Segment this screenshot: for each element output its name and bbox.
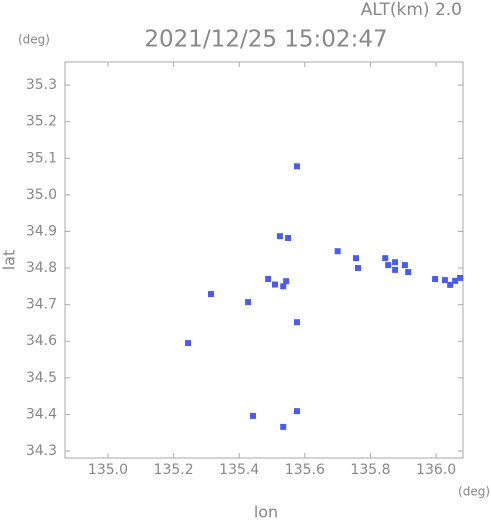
y-tick-label: 34.3	[26, 443, 57, 459]
echo-point	[245, 299, 252, 306]
echo-point	[447, 281, 454, 288]
y-tick-label: 35.0	[26, 187, 57, 203]
y-tick-label: 34.6	[26, 333, 57, 349]
echo-point	[441, 277, 448, 284]
y-unit: (deg)	[18, 33, 50, 47]
x-tick-label: 136.0	[416, 462, 456, 478]
echo-point	[452, 277, 459, 284]
chart-title: 2021/12/25 15:02:47	[144, 27, 387, 53]
x-tick-label: 135.4	[219, 462, 259, 478]
echo-point	[250, 412, 257, 419]
y-tick-label: 34.9	[26, 223, 57, 239]
echo-point	[392, 259, 399, 266]
y-tick-label: 35.3	[26, 77, 57, 93]
echo-point	[185, 340, 192, 347]
y-tick-label: 34.5	[26, 370, 57, 386]
echo-point	[276, 233, 283, 240]
x-tick-label: 135.2	[154, 462, 194, 478]
plot-frame	[64, 61, 464, 459]
echo-point	[283, 278, 290, 285]
echo-point	[265, 276, 272, 283]
echo-point	[401, 262, 408, 269]
echo-point	[208, 291, 215, 298]
echo-point	[353, 255, 360, 262]
y-tick-label: 34.4	[26, 406, 57, 422]
echo-point	[285, 235, 292, 242]
altitude-label: ALT(km) 2.0	[361, 0, 462, 20]
x-tick-label: 135.8	[350, 462, 390, 478]
x-tick-label: 135.0	[88, 462, 128, 478]
y-tick-label: 35.1	[26, 150, 57, 166]
echo-point	[457, 274, 464, 281]
echo-point	[334, 248, 341, 255]
echo-point	[385, 262, 392, 269]
echo-point	[293, 319, 300, 326]
echo-point	[405, 269, 412, 276]
y-tick-label: 34.8	[26, 260, 57, 276]
echo-point	[392, 266, 399, 273]
y-tick-label: 34.7	[26, 297, 57, 313]
echo-point	[271, 281, 278, 288]
x-unit: (deg)	[458, 485, 490, 499]
echo-point	[432, 276, 439, 283]
echo-point	[293, 408, 300, 415]
echo-point	[280, 283, 287, 290]
x-tick-label: 135.6	[285, 462, 325, 478]
echo-point	[355, 265, 362, 272]
echo-point	[280, 423, 287, 430]
echo-point	[382, 255, 389, 262]
y-axis-label: lat	[0, 250, 19, 271]
x-axis-label: lon	[254, 503, 278, 521]
echo-point	[293, 163, 300, 170]
y-tick-label: 35.2	[26, 114, 57, 130]
